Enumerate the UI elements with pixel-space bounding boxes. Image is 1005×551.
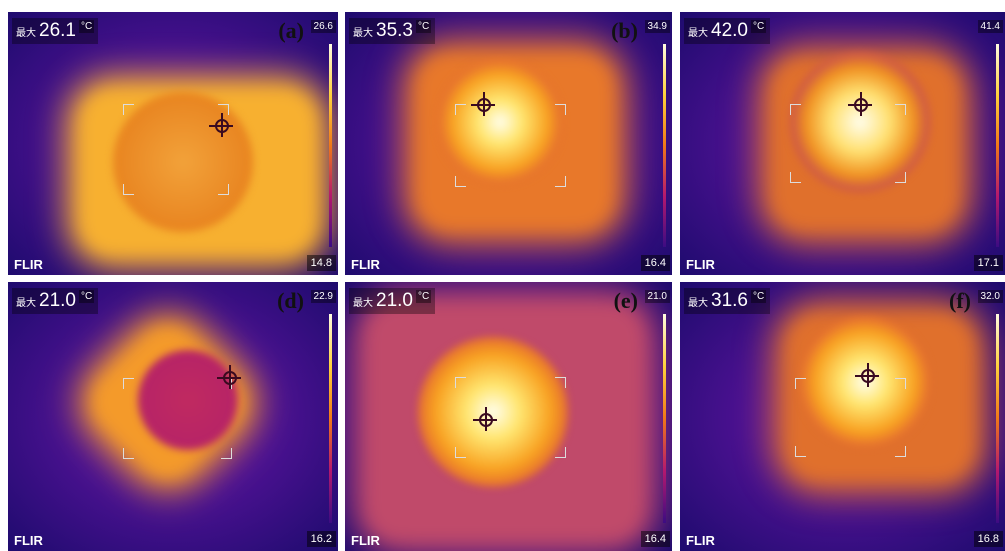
scale-min: 16.2: [307, 531, 336, 547]
max-label: 最大: [688, 24, 708, 39]
max-label: 最大: [16, 24, 36, 39]
frame-corner: [555, 104, 566, 115]
scale-min: 16.4: [641, 255, 670, 271]
hot-spot: [790, 52, 930, 192]
panel-label: (e): [614, 288, 638, 314]
hot-spot: [113, 92, 253, 232]
logo: FLIR: [351, 257, 380, 272]
crosshair: [854, 98, 868, 112]
frame-corner: [790, 172, 801, 183]
logo: FLIR: [686, 257, 715, 272]
max-value: 26.1: [39, 20, 76, 42]
unit: °C: [416, 290, 431, 303]
crosshair: [479, 413, 493, 427]
unit: °C: [79, 290, 94, 303]
frame-corner: [555, 176, 566, 187]
frame-corner: [123, 448, 134, 459]
panel-label: (b): [611, 18, 638, 44]
logo: FLIR: [14, 257, 43, 272]
logo: FLIR: [14, 533, 43, 548]
frame-corner: [790, 104, 801, 115]
scale-min: 14.8: [307, 255, 336, 271]
unit: °C: [751, 290, 766, 303]
scale-min: 17.1: [974, 255, 1003, 271]
frame-corner: [218, 104, 229, 115]
max-label: 最大: [353, 24, 373, 39]
color-scale: [329, 44, 332, 247]
crosshair: [215, 119, 229, 133]
max-label: 最大: [353, 294, 373, 309]
panel-label: (a): [278, 18, 304, 44]
frame-corner: [455, 377, 466, 388]
scale-max: 34.9: [645, 20, 670, 33]
color-scale: [329, 314, 332, 523]
frame-corner: [895, 378, 906, 389]
frame-corner: [455, 447, 466, 458]
frame-corner: [555, 377, 566, 388]
scale-min: 16.8: [974, 531, 1003, 547]
max-label: 最大: [688, 294, 708, 309]
scale-max: 22.9: [311, 290, 336, 303]
color-scale: [663, 44, 666, 247]
frame-corner: [455, 176, 466, 187]
logo: FLIR: [686, 533, 715, 548]
panel-label: (f): [949, 288, 971, 314]
panel-label: (d): [277, 288, 304, 314]
color-scale: [996, 44, 999, 247]
frame-corner: [895, 104, 906, 115]
crosshair: [861, 369, 875, 383]
frame-corner: [555, 447, 566, 458]
max-value: 35.3: [376, 20, 413, 42]
frame-corner: [795, 378, 806, 389]
max-label: 最大: [16, 294, 36, 309]
max-value: 21.0: [376, 290, 413, 312]
max-value: 21.0: [39, 290, 76, 312]
frame-corner: [123, 104, 134, 115]
unit: °C: [79, 20, 94, 33]
unit: °C: [416, 20, 431, 33]
scale-max: 32.0: [978, 290, 1003, 303]
crosshair: [477, 98, 491, 112]
frame-corner: [795, 446, 806, 457]
max-value: 42.0: [711, 20, 748, 42]
frame-corner: [895, 446, 906, 457]
hot-spot: [138, 350, 238, 450]
frame-corner: [123, 184, 134, 195]
max-value: 31.6: [711, 290, 748, 312]
scale-max: 41.4: [978, 20, 1003, 33]
color-scale: [996, 314, 999, 523]
scale-min: 16.4: [641, 531, 670, 547]
frame-corner: [123, 378, 134, 389]
frame-corner: [218, 184, 229, 195]
unit: °C: [751, 20, 766, 33]
crosshair: [223, 371, 237, 385]
scale-max: 26.6: [311, 20, 336, 33]
color-scale: [663, 314, 666, 523]
frame-corner: [221, 448, 232, 459]
figure: 最大26.1°C(a)26.614.8FLIR最大35.3°C(b)34.916…: [0, 0, 1005, 551]
scale-max: 21.0: [645, 290, 670, 303]
frame-corner: [895, 172, 906, 183]
hot-spot: [418, 337, 568, 487]
frame-corner: [455, 104, 466, 115]
hot-spot: [438, 60, 562, 184]
logo: FLIR: [351, 533, 380, 548]
